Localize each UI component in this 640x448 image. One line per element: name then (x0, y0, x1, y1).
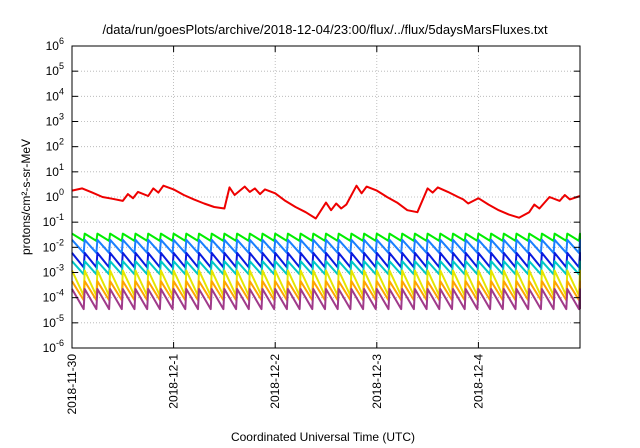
x-tick-label: 2018-11-30 (65, 354, 79, 415)
y-tick-label: 105 (46, 61, 64, 78)
y-tick-label: 104 (46, 86, 64, 103)
series-line-7 (71, 288, 581, 311)
series-group (71, 184, 581, 311)
y-tick-label: 10-5 (43, 313, 64, 330)
x-ticks: 2018-11-30 2018-12-1 2018-12-2 2018-12-3 201… (65, 46, 485, 415)
y-tick-label: 10-2 (43, 237, 64, 254)
series-line-0 (71, 184, 581, 220)
y-ticks: 10-6 10-5 10-4 10-3 10-2 10-1 100 101 102 103 104 1… (43, 36, 580, 355)
series-line-4 (71, 260, 581, 276)
y-tick-label: 10-6 (43, 338, 64, 355)
chart-title: /data/run/goesPlots/archive/2018-12-04/2… (102, 22, 548, 37)
series-line-1 (71, 232, 581, 242)
x-tick-label: 2018-12-2 (268, 354, 282, 409)
y-tick-label: 10-1 (43, 212, 64, 229)
y-tick-label: 106 (46, 36, 64, 53)
y-axis-label: protons/cm²-s-sr-MeV (19, 139, 33, 255)
y-tick-label: 102 (46, 137, 64, 154)
x-tick-label: 2018-12-3 (370, 354, 384, 409)
series-line-2 (71, 238, 581, 254)
y-tick-label: 100 (46, 187, 64, 204)
y-tick-label: 10-3 (43, 263, 64, 280)
x-tick-label: 2018-12-1 (167, 354, 181, 409)
x-axis-label: Coordinated Universal Time (UTC) (231, 430, 415, 444)
y-tick-label: 10-4 (43, 288, 64, 305)
x-tick-label: 2018-12-4 (471, 354, 485, 409)
y-tick-label: 101 (46, 162, 64, 179)
series-line-3 (71, 251, 581, 269)
y-tick-label: 103 (46, 112, 64, 129)
